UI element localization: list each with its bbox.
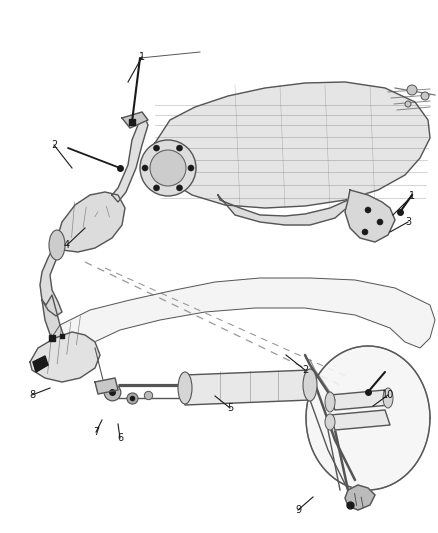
Polygon shape <box>330 410 390 430</box>
Text: 2: 2 <box>51 140 57 150</box>
Polygon shape <box>112 118 148 202</box>
Text: 3: 3 <box>405 217 411 227</box>
Polygon shape <box>122 112 148 128</box>
Polygon shape <box>55 192 125 252</box>
Text: 1: 1 <box>139 52 145 62</box>
Ellipse shape <box>383 388 393 408</box>
Polygon shape <box>33 356 48 372</box>
Circle shape <box>188 165 194 171</box>
Ellipse shape <box>325 392 335 412</box>
Polygon shape <box>185 370 310 405</box>
Circle shape <box>177 145 183 151</box>
Text: 5: 5 <box>227 403 233 413</box>
Circle shape <box>405 101 411 107</box>
Polygon shape <box>150 82 430 208</box>
Ellipse shape <box>178 372 192 404</box>
Text: 6: 6 <box>117 433 123 443</box>
Ellipse shape <box>49 230 65 260</box>
Ellipse shape <box>303 369 317 401</box>
Polygon shape <box>330 390 390 410</box>
Polygon shape <box>42 295 68 355</box>
Text: 8: 8 <box>29 390 35 400</box>
Circle shape <box>421 92 429 100</box>
Circle shape <box>150 150 186 186</box>
Circle shape <box>407 85 417 95</box>
Circle shape <box>362 229 368 235</box>
Text: 10: 10 <box>382 390 394 400</box>
Circle shape <box>153 185 159 191</box>
Circle shape <box>142 165 148 171</box>
Polygon shape <box>95 378 118 394</box>
Circle shape <box>377 219 383 225</box>
Polygon shape <box>40 245 62 316</box>
Polygon shape <box>218 195 350 225</box>
Circle shape <box>140 140 196 196</box>
Polygon shape <box>48 278 435 368</box>
Polygon shape <box>345 485 375 510</box>
Text: 9: 9 <box>295 505 301 515</box>
Text: 2: 2 <box>302 365 308 375</box>
Polygon shape <box>306 346 430 490</box>
Text: 4: 4 <box>64 240 70 250</box>
Circle shape <box>153 145 159 151</box>
Polygon shape <box>30 332 100 382</box>
Circle shape <box>177 185 183 191</box>
Text: 1: 1 <box>409 191 415 201</box>
Polygon shape <box>345 190 395 242</box>
Ellipse shape <box>325 414 335 430</box>
Text: 7: 7 <box>93 427 99 437</box>
Circle shape <box>365 207 371 213</box>
